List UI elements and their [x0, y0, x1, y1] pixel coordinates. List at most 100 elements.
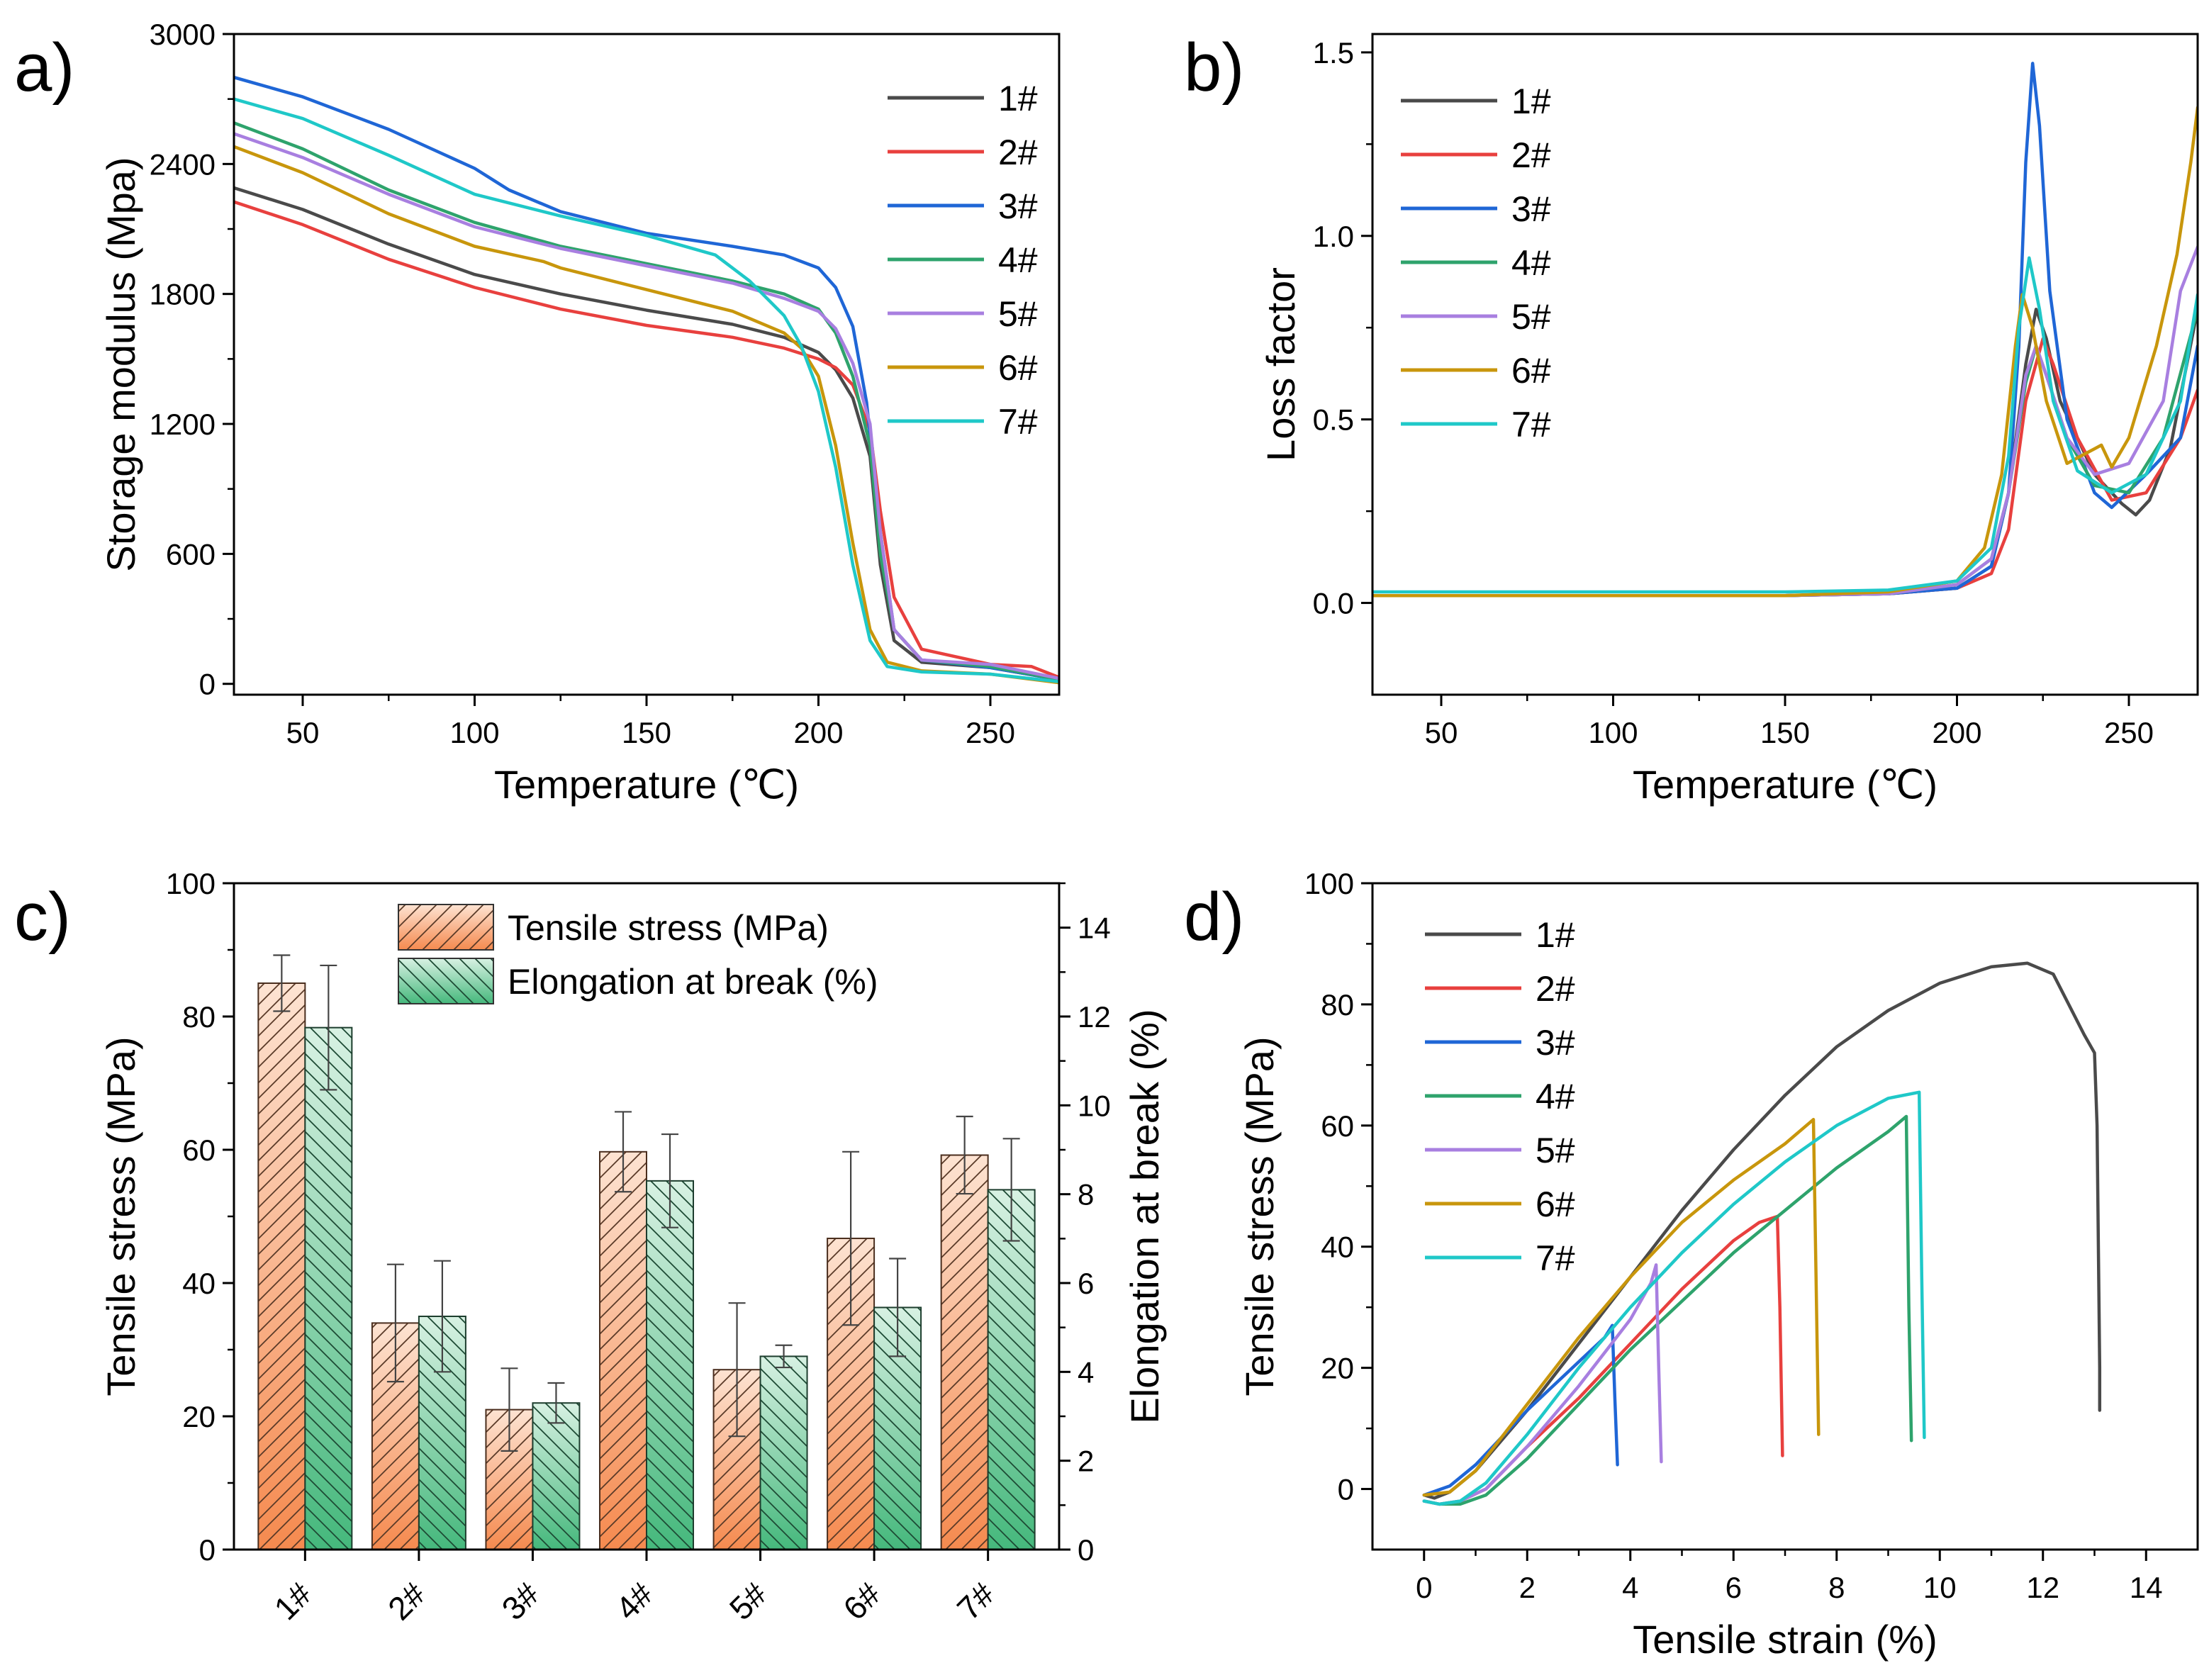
y2-axis-title: Elongation at break (%): [1122, 1009, 1167, 1423]
category-label: 3#: [495, 1575, 547, 1627]
y2-tick-label: 14: [1078, 912, 1111, 945]
legend: 1# 2# 3# 4# 5# 6# 7#: [1401, 82, 1551, 444]
series-group: [1372, 62, 2198, 598]
x-tick-label: 12: [2026, 1571, 2059, 1604]
legend: 1# 2# 3# 4# 5# 6# 7#: [888, 79, 1038, 442]
plot-frame: [233, 33, 1061, 696]
x-tick-label: 100: [449, 716, 499, 749]
legend-label-4: 4#: [998, 240, 1038, 280]
legend-label-5: 5#: [1536, 1131, 1575, 1170]
y-axis-title: Tensile stress (MPa): [99, 1036, 143, 1396]
legend-label-2: 2#: [1536, 969, 1575, 1009]
x-tick-label: 4: [1622, 1571, 1638, 1604]
category-label: 2#: [381, 1575, 432, 1627]
plot-frame: [1371, 882, 2199, 1551]
legend-label-2: 2#: [998, 133, 1038, 172]
legend-label-7: 7#: [1536, 1238, 1575, 1278]
series-line-6: [1422, 1118, 1821, 1497]
y-tick-label: 0: [199, 1533, 216, 1567]
legend-label-3: 3#: [998, 186, 1038, 226]
y2-tick-label: 10: [1078, 1089, 1111, 1122]
chart-panel-d: 0 2 4 6 8 10 12 14 0 20 40 60 80 100 Tensile strain (%…: [1184, 867, 2199, 1662]
y-tick-label: 3000: [150, 18, 216, 51]
legend: 1# 2# 3# 4# 5# 6# 7#: [1425, 915, 1575, 1278]
legend-label-7: 7#: [1511, 405, 1551, 444]
series-line-7: [1372, 256, 2198, 594]
y-tick-label: 1200: [150, 408, 216, 441]
chart-panel-b: 50 100 150 200 250 0.0 0.5 1.0 1.5 Temperature (℃…: [1184, 30, 2199, 807]
y-tick-label: 600: [166, 537, 216, 571]
legend-label-6: 6#: [998, 348, 1038, 388]
series-line-4: [1372, 308, 2198, 598]
y-tick-label: 2400: [150, 147, 216, 181]
category-label: 6#: [836, 1575, 888, 1627]
panel-label-b: b): [1184, 30, 1244, 106]
series-group: [1422, 961, 2102, 1506]
y-axis-title: Storage modulus (Mpa): [99, 157, 143, 571]
series-line-5: [1372, 245, 2198, 598]
category-label: 1#: [267, 1575, 318, 1627]
legend-label-6: 6#: [1511, 351, 1551, 391]
series-line-7: [1422, 1090, 1926, 1506]
legend-swatch-hatch: [398, 904, 494, 951]
x-tick-label: 150: [1760, 716, 1810, 749]
x-tick-label: 200: [793, 716, 843, 749]
y2-tick-label: 8: [1078, 1178, 1094, 1211]
panel-label-a: a): [14, 30, 74, 106]
chart-panel-c: 1# 2# 3# 4# 5# 6# 7# 0 20 40 60 80 100 0 2 4 6 8 10 12 14 Ten…: [14, 867, 1167, 1627]
series-group: [234, 75, 1059, 685]
x-tick-label: 250: [2104, 716, 2154, 749]
y-tick-label: 100: [1304, 867, 1354, 900]
bars-group: [257, 954, 1036, 1551]
legend-label-1: 1#: [998, 79, 1038, 118]
elongation-bar-hatch: [304, 1026, 353, 1550]
legend-label-2: Elongation at break (%): [508, 962, 878, 1002]
x-tick-label: 50: [286, 716, 320, 749]
legend-label-5: 5#: [1511, 297, 1551, 337]
legend-swatch-hatch: [398, 958, 494, 1004]
x-axis-title: Temperature (℃): [1633, 762, 1937, 807]
x-tick-label: 250: [966, 716, 1015, 749]
category-label: 5#: [722, 1575, 774, 1627]
y-tick-label: 1.5: [1313, 36, 1354, 69]
series-line-2: [1372, 337, 2198, 598]
y-tick-label: 1.0: [1313, 220, 1354, 253]
legend-label-2: 2#: [1511, 135, 1551, 175]
x-tick-label: 10: [1923, 1571, 1957, 1604]
x-tick-label: 8: [1828, 1571, 1845, 1604]
y2-tick-label: 6: [1078, 1267, 1094, 1300]
legend-label-3: 3#: [1511, 189, 1551, 229]
y-tick-label: 100: [166, 867, 216, 900]
y-tick-label: 20: [182, 1400, 216, 1433]
tensile-bar-hatch: [257, 982, 306, 1550]
elongation-bar-hatch: [532, 1402, 581, 1550]
y-tick-label: 40: [182, 1267, 216, 1300]
x-tick-label: 14: [2130, 1571, 2163, 1604]
legend-label-3: 3#: [1536, 1023, 1575, 1063]
series-line-1: [1422, 961, 2102, 1500]
series-line-3: [234, 75, 1059, 681]
legend-label-5: 5#: [998, 294, 1038, 334]
legend-label-1: Tensile stress (MPa): [508, 908, 829, 948]
legend-label-1: 1#: [1511, 82, 1551, 121]
series-line-6: [1372, 106, 2198, 598]
series-line-6: [234, 145, 1059, 685]
y-axis-title: Loss factor: [1258, 267, 1303, 461]
series-line-3: [1422, 1323, 1619, 1497]
tensile-bar-hatch: [599, 1150, 647, 1550]
y-tick-label: 0.0: [1313, 587, 1354, 620]
chart-panel-a: 50 100 150 200 250 0 600 1200 1800 2400 3000 Temper…: [14, 18, 1061, 807]
y-tick-label: 80: [1321, 988, 1354, 1021]
y2-tick-label: 2: [1078, 1445, 1094, 1478]
series-line-1: [234, 186, 1059, 681]
x-tick-label: 200: [1932, 716, 1981, 749]
series-line-7: [234, 97, 1059, 683]
legend-label-1: 1#: [1536, 915, 1575, 955]
legend-label-4: 4#: [1536, 1077, 1575, 1116]
y-tick-label: 20: [1321, 1352, 1354, 1385]
legend-label-7: 7#: [998, 402, 1038, 442]
y-tick-label: 80: [182, 1000, 216, 1034]
x-tick-label: 6: [1726, 1571, 1742, 1604]
x-tick-label: 2: [1519, 1571, 1536, 1604]
tensile-bar-hatch: [940, 1154, 989, 1550]
